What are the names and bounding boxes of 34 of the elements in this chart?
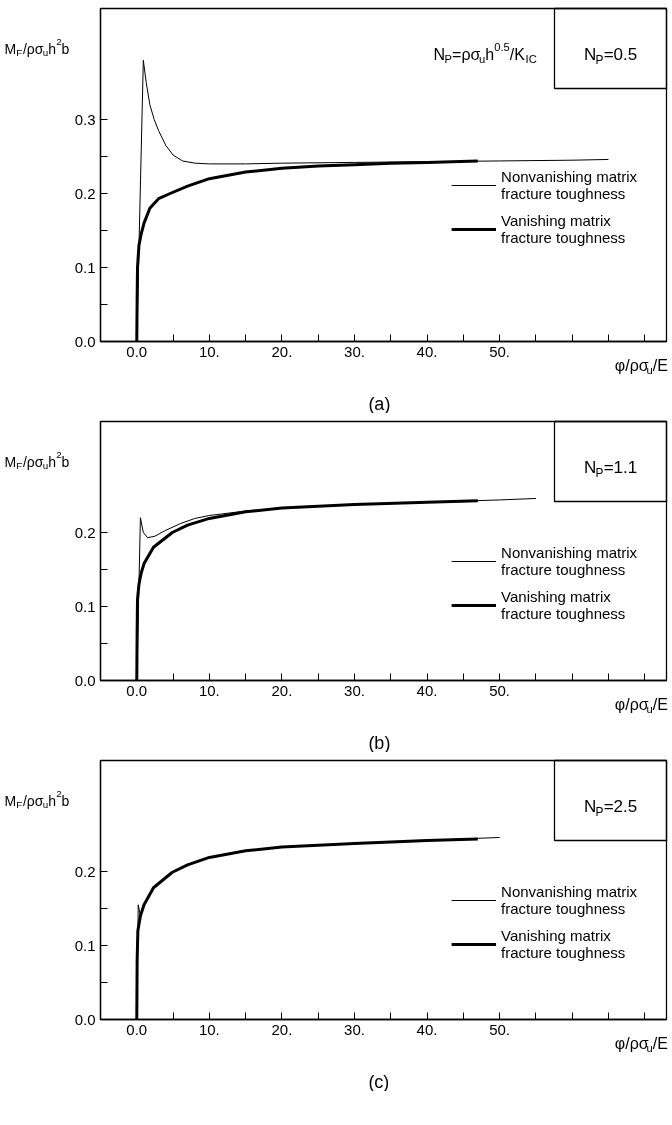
y-tick-label: 0.2 bbox=[74, 184, 96, 202]
x-tick-label: 20. bbox=[271, 1020, 293, 1038]
x-tick-label: 30. bbox=[344, 342, 365, 360]
x-tick-label: 10. bbox=[198, 1020, 220, 1038]
legend-label: Nonvanishing matrix fracture toughness bbox=[501, 167, 637, 202]
x-tick-label: 10. bbox=[198, 342, 220, 360]
legend-label: Nonvanishing matrix fracture toughness bbox=[501, 543, 637, 578]
x-tick-label: 40. bbox=[416, 681, 438, 699]
x-tick-label: 50. bbox=[489, 1020, 511, 1038]
x-tick-label: 40. bbox=[416, 1020, 438, 1038]
x-tick-label: 30. bbox=[344, 1020, 365, 1038]
x-tick-label: 50. bbox=[489, 681, 511, 699]
x-tick-label: 50. bbox=[489, 342, 511, 360]
x-tick-label: 0.0 bbox=[126, 342, 148, 360]
legend-label: Vanishing matrix fracture toughness bbox=[501, 211, 626, 246]
text: (c) bbox=[368, 1071, 390, 1092]
y-tick-label: 0.1 bbox=[74, 597, 96, 615]
x-tick-label: 30. bbox=[344, 681, 365, 699]
x-tick-label: 0.0 bbox=[126, 681, 148, 699]
y-tick-label: 0.3 bbox=[74, 110, 96, 128]
x-tick-label: 10. bbox=[198, 681, 220, 699]
text: (a) bbox=[368, 393, 391, 414]
x-tick-label: 20. bbox=[271, 342, 293, 360]
text: (b) bbox=[368, 732, 391, 753]
legend-label: Vanishing matrix fracture toughness bbox=[501, 587, 626, 622]
legend-label: Nonvanishing matrix fracture toughness bbox=[501, 882, 637, 917]
y-tick-label: 0.1 bbox=[74, 936, 96, 954]
x-tick-label: 0.0 bbox=[126, 1020, 148, 1038]
y-tick-label: 0.1 bbox=[74, 258, 96, 276]
x-tick-label: 20. bbox=[271, 681, 293, 699]
legend-label: Vanishing matrix fracture toughness bbox=[501, 926, 626, 961]
x-tick-label: 40. bbox=[416, 342, 438, 360]
y-tick-label: 0.2 bbox=[74, 523, 96, 541]
y-tick-label: 0.2 bbox=[74, 862, 96, 880]
